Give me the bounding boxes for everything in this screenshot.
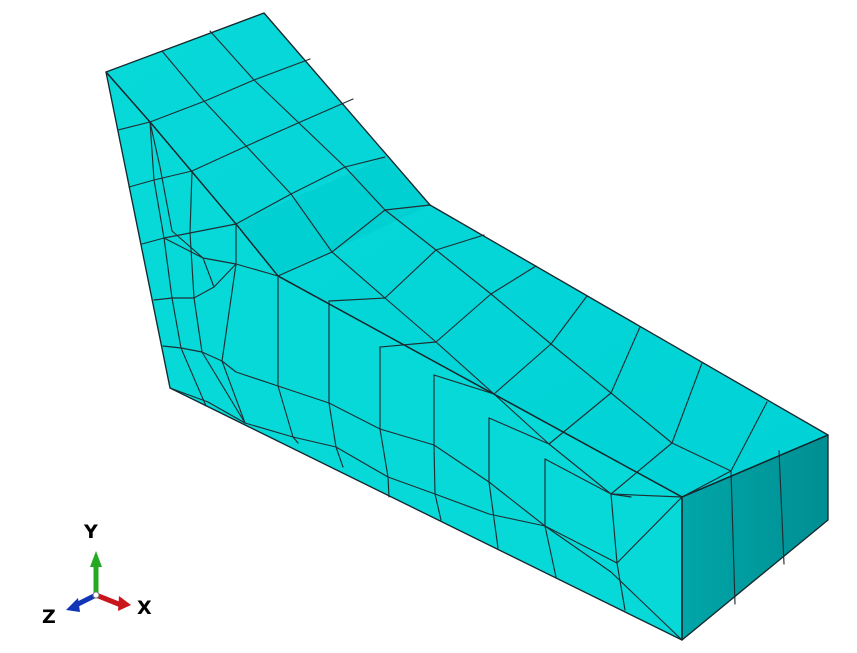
solid-outline-front (105, 71, 683, 641)
front-grid-line (117, 121, 151, 131)
front-grid-line (610, 493, 626, 611)
front-grid-line (328, 300, 344, 468)
top-grid-line (161, 50, 632, 498)
z-axis-label: Z (42, 606, 56, 628)
front-grid-line (277, 275, 299, 444)
end-grid-line (730, 470, 736, 605)
front-grid-line (153, 263, 279, 301)
triad-origin (92, 591, 100, 599)
top-face[interactable] (106, 13, 828, 497)
front-grid-line (544, 458, 557, 578)
top-grid-line (328, 234, 485, 302)
x-axis-arrow (118, 596, 131, 611)
front-grid-line (149, 121, 237, 265)
z-axis-line (73, 592, 99, 608)
front-grid-line (163, 237, 215, 288)
end-grid-line (778, 450, 785, 565)
y-axis-arrow (90, 551, 102, 567)
top-grid-line (149, 58, 311, 123)
front-grid-line (379, 346, 390, 498)
top-grid-line (191, 98, 354, 172)
front-grid-line (189, 170, 246, 424)
coordinate-triad: X Y Z (42, 521, 152, 628)
top-grid-line (209, 30, 732, 472)
top-grid-line (379, 265, 537, 348)
front-grid-line (433, 374, 442, 521)
meshed-solid[interactable] (105, 12, 829, 641)
solid-outline-end (681, 434, 829, 641)
front-grid-line (221, 223, 246, 424)
front-grid-line (488, 417, 499, 549)
y-axis-label: Y (83, 521, 98, 543)
top-grid-line (610, 401, 768, 498)
end-face[interactable] (682, 435, 828, 640)
top-grid-line (488, 326, 641, 445)
inclined-top-shade (236, 157, 430, 276)
z-axis-arrow (66, 598, 80, 612)
top-grid-line (433, 295, 588, 395)
top-grid-line (544, 362, 703, 495)
front-grid-line (149, 121, 207, 407)
front-face[interactable] (106, 72, 682, 640)
x-axis-label: X (137, 597, 152, 619)
x-axis-line (93, 592, 124, 608)
top-grid-line (235, 156, 386, 225)
top-grid-line (277, 204, 431, 277)
